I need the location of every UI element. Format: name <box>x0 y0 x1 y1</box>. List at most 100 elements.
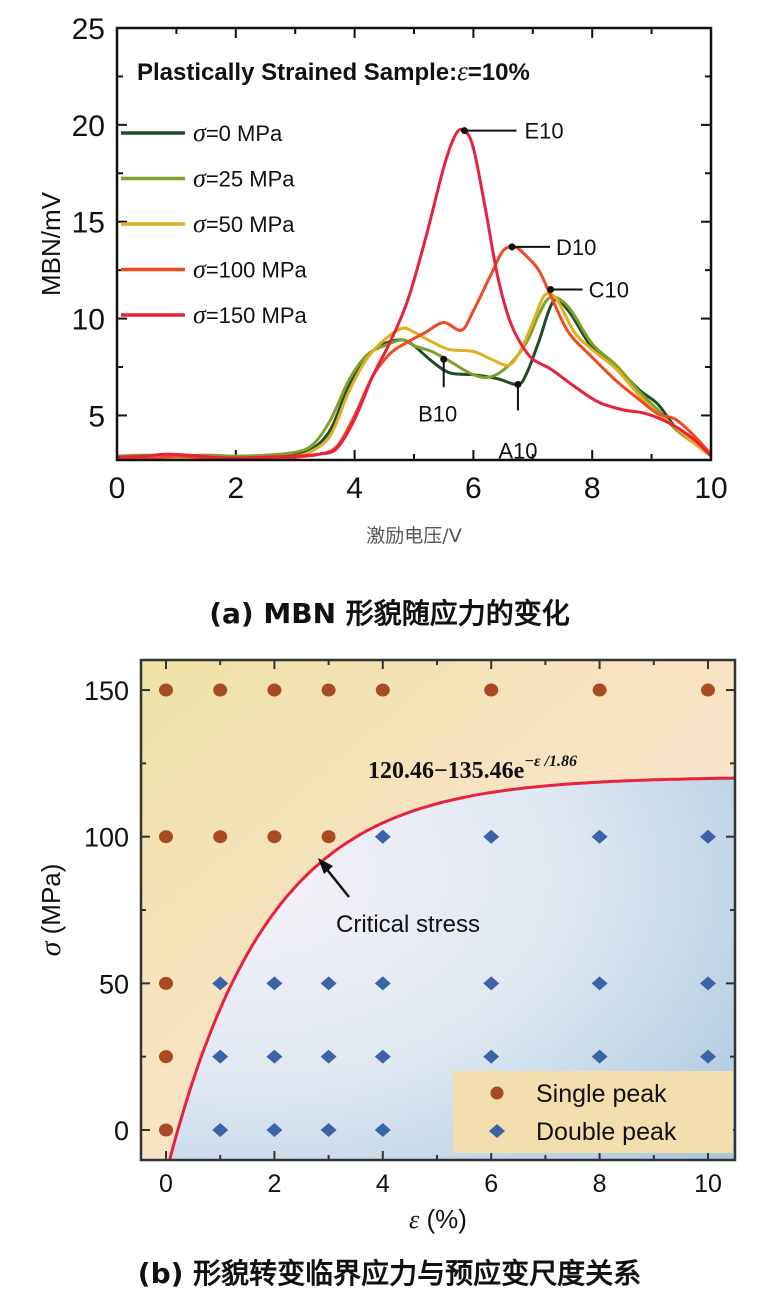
annotation-label: A10 <box>498 438 537 463</box>
chart-b-plot-frame <box>139 658 737 1162</box>
chart-b-critical-arrow <box>318 858 350 898</box>
chart-b-legend-box <box>453 1071 733 1153</box>
double-peak-point <box>700 976 716 991</box>
single-peak-point <box>159 683 173 697</box>
chart-b-critical-label: Critical stress <box>336 911 480 938</box>
chart-a-ticks <box>116 27 712 460</box>
chart-b-xlabel-unit: (%) <box>419 1204 467 1234</box>
x-tick-label: 8 <box>593 1170 607 1198</box>
double-peak-point <box>212 1123 229 1137</box>
chart-b-fit-formula-exponent: −ε /1.86 <box>524 753 577 770</box>
chart-a-plot-frame <box>115 26 713 462</box>
single-peak-point <box>701 683 715 697</box>
single-peak-point <box>321 830 336 844</box>
legend-sigma-symbol: σ <box>193 255 207 284</box>
x-tick-label: 4 <box>346 472 363 505</box>
chart-b-ticks <box>141 660 735 1160</box>
legend-sigma-symbol: σ <box>193 209 207 238</box>
chart-b-ylabel: σ (MPa) <box>34 864 67 957</box>
single-peak-point <box>321 683 336 697</box>
legend-label: σ=25 MPa <box>193 164 295 193</box>
chart-a-mbn-curves: 0 2 4 6 8 10 5 10 15 20 25 Plastically Strained Sa… <box>36 13 728 547</box>
legend-value: =0 MPa <box>206 121 283 146</box>
legend-label: σ=150 MPa <box>193 300 307 329</box>
single-peak-point <box>267 830 282 844</box>
double-peak-point <box>266 976 283 991</box>
double-peak-point <box>591 976 608 991</box>
x-tick-label: 8 <box>584 472 601 505</box>
chart-a-ylabel: MBN/mV <box>36 191 66 296</box>
x-tick-label: 6 <box>465 472 482 505</box>
double-peak-point <box>700 1049 716 1064</box>
double-peak-point <box>212 1049 229 1064</box>
single-peak-point <box>267 683 282 697</box>
chart-b-legend: Single peak Double peak <box>489 1080 677 1146</box>
double-peak-point <box>374 829 391 844</box>
single-peak-point <box>159 976 173 990</box>
legend-sigma-symbol: σ <box>193 118 207 147</box>
chart-b-xlabel-symbol: ε <box>409 1205 420 1234</box>
double-peak-point <box>700 829 716 844</box>
double-peak-point <box>591 829 608 844</box>
y-tick-label: 20 <box>72 110 105 143</box>
chart-a-inset-title-value: =10% <box>468 59 530 86</box>
x-tick-label: 2 <box>267 1170 281 1198</box>
legend-sigma-symbol: σ <box>193 300 207 329</box>
double-peak-point <box>266 1049 283 1064</box>
legend-sigma-symbol: σ <box>193 164 207 193</box>
legend-label: Single peak <box>536 1080 667 1108</box>
double-peak-point <box>320 1049 337 1064</box>
legend-value: =50 MPa <box>206 212 295 237</box>
single-peak-point <box>375 683 390 697</box>
annotation-label: E10 <box>524 119 563 144</box>
chart-a-inset-title-symbol: ε <box>457 56 468 86</box>
chart-b-fit-formula: 120.46−135.46e−ε /1.86 <box>368 753 577 784</box>
chart-b-ylabel-symbol: σ <box>34 940 67 956</box>
legend-label: σ=0 MPa <box>193 118 283 147</box>
y-tick-label: 5 <box>88 400 105 433</box>
chart-b-xlabel: ε (%) <box>409 1204 467 1234</box>
double-peak-point <box>320 976 337 991</box>
annotation-label: D10 <box>556 235 596 260</box>
single-peak-point <box>484 683 499 697</box>
legend-label: σ=50 MPa <box>193 209 295 238</box>
y-tick-label: 50 <box>99 969 129 999</box>
legend-marker-double <box>489 1124 505 1138</box>
x-tick-label: 6 <box>484 1170 498 1198</box>
legend-marker-single <box>490 1086 504 1100</box>
single-peak-point <box>159 830 173 844</box>
chart-b-background-single <box>141 660 735 1160</box>
double-peak-point <box>483 976 500 991</box>
x-tick-label: 10 <box>694 472 727 505</box>
double-peak-point <box>374 1123 391 1137</box>
chart-a-series-group <box>116 127 713 461</box>
single-peak-point <box>159 1050 173 1064</box>
caption-a: (a) MBN 形貌随应力的变化 <box>209 597 570 630</box>
double-peak-point <box>374 976 391 991</box>
double-peak-point <box>483 1049 500 1064</box>
chart-b-points <box>159 683 716 1137</box>
x-tick-label: 10 <box>694 1170 722 1198</box>
double-peak-point <box>320 1123 337 1137</box>
single-peak-point <box>159 1123 173 1137</box>
legend-value: =150 MPa <box>206 303 308 328</box>
y-tick-label: 10 <box>72 304 105 337</box>
chart-a-inset-title-text: Plastically Strained Sample: <box>137 59 457 86</box>
chart-b-ylabel-unit: (MPa) <box>36 864 66 942</box>
single-peak-point <box>592 683 607 697</box>
legend-label: Double peak <box>536 1118 677 1146</box>
x-tick-label: 4 <box>376 1170 390 1198</box>
chart-a-annotations: E10 D10 C10 B10 A10 <box>418 119 629 464</box>
caption-b: (b) 形貌转变临界应力与预应变尺度关系 <box>137 1257 642 1290</box>
x-tick-label: 0 <box>109 472 126 505</box>
legend-value: =25 MPa <box>206 167 295 192</box>
y-tick-label: 25 <box>72 13 105 46</box>
double-peak-point <box>212 976 229 991</box>
double-peak-point <box>591 1049 608 1064</box>
y-tick-label: 15 <box>72 207 105 240</box>
annotation-label: C10 <box>589 278 629 303</box>
double-peak-point <box>266 1123 283 1137</box>
chart-a-xlabel: 激励电压/V <box>366 525 461 547</box>
chart-a-inset-title: Plastically Strained Sample:ε=10% <box>137 56 530 86</box>
